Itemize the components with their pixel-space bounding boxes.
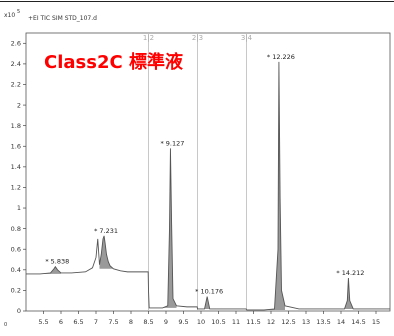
peak-label: * 7.231 bbox=[94, 227, 118, 235]
y-multiplier-label: x10 bbox=[4, 12, 15, 19]
peak-label: * 5.838 bbox=[45, 258, 69, 266]
y-tick-label: 0.2 bbox=[11, 287, 21, 295]
peak-label: * 12.226 bbox=[267, 53, 295, 61]
trace-layer bbox=[26, 61, 390, 311]
x-tick-label: 9.5 bbox=[178, 318, 188, 326]
x-tick-label: 15 bbox=[372, 318, 380, 326]
y-tick-label: 2 bbox=[17, 101, 21, 109]
x-tick-label: 11 bbox=[232, 318, 240, 326]
y-axis: 0 0.2 0.4 0.6 0.8 1 1.2 1.4 1.6 1.8 2 2.2 2.4 2.6 bbox=[11, 39, 26, 315]
x-tick-label: 6.5 bbox=[73, 318, 83, 326]
peak-fill bbox=[162, 148, 177, 308]
x-tick-label: 7 bbox=[94, 318, 98, 326]
y-tick-label: 2.6 bbox=[11, 39, 21, 47]
x-tick-label: 12.5 bbox=[281, 318, 295, 326]
tic-trace bbox=[26, 61, 390, 311]
x-tick-label: 13 bbox=[302, 318, 310, 326]
y-tick-label: 1.8 bbox=[11, 122, 21, 130]
segment-label: 3|4 bbox=[241, 34, 253, 42]
y-tick-label: 0 bbox=[17, 307, 21, 315]
chart-header: +EI TIC SIM STD_107.d bbox=[28, 15, 97, 22]
x-tick-label: 8 bbox=[129, 318, 133, 326]
x-tick-label: 8.5 bbox=[143, 318, 153, 326]
y-exponent-label: 5 bbox=[17, 9, 20, 15]
x-tick-label: 14 bbox=[337, 318, 345, 326]
segment-layer: 1|2 2|3 3|4 bbox=[143, 33, 253, 311]
x-tick-label: 13.5 bbox=[316, 318, 330, 326]
peak-fill bbox=[264, 61, 285, 310]
x-tick-label: 12 bbox=[267, 318, 275, 326]
peak-fill bbox=[344, 278, 354, 309]
x-tick-label: 14.5 bbox=[351, 318, 365, 326]
segment-label: 1|2 bbox=[143, 34, 154, 42]
y-tick-label: 2.4 bbox=[11, 60, 21, 68]
y-tick-label: 0.6 bbox=[11, 245, 21, 253]
peak-label: * 14.212 bbox=[336, 269, 364, 277]
peak-label: * 9.127 bbox=[160, 139, 184, 147]
y-tick-label: 0.8 bbox=[11, 225, 21, 233]
y-tick-label: 1.6 bbox=[11, 142, 21, 150]
chart-title: Class2C 標準液 bbox=[44, 51, 184, 73]
x-tick-label: 10 bbox=[197, 318, 205, 326]
y-tick-label: 1.2 bbox=[11, 184, 21, 192]
peak-label: * 10.176 bbox=[195, 288, 223, 296]
x-tick-label: 9 bbox=[164, 318, 168, 326]
y-tick-label: 2.2 bbox=[11, 81, 21, 89]
x-axis: 5.5 6 6.5 7 7.5 8 8.5 9 9.5 10 10.5 11 11.5 12 12.5 13 1… bbox=[38, 311, 380, 326]
peak-fill-layer bbox=[40, 61, 354, 310]
x-tick-label: 5.5 bbox=[38, 318, 48, 326]
y-tick-label: 1.4 bbox=[11, 163, 21, 171]
peak-fill bbox=[204, 296, 210, 309]
peak-fill bbox=[99, 235, 114, 269]
segment-label: 2|3 bbox=[192, 34, 203, 42]
x-tick-label: 11.5 bbox=[246, 318, 260, 326]
peak-label-layer: * 5.838 * 7.231 * 9.127 * 10.176 * 12.226 * 1… bbox=[45, 53, 364, 296]
plot-frame bbox=[25, 32, 391, 312]
x-tick-label: 6 bbox=[59, 318, 63, 326]
peak-fill bbox=[40, 266, 61, 274]
y-tick-label: 0.4 bbox=[11, 266, 21, 274]
x-tick-label: 10.5 bbox=[211, 318, 225, 326]
x-tick-label: 7.5 bbox=[108, 318, 118, 326]
corner-label: 0 bbox=[4, 322, 7, 328]
y-tick-label: 1 bbox=[17, 204, 21, 212]
